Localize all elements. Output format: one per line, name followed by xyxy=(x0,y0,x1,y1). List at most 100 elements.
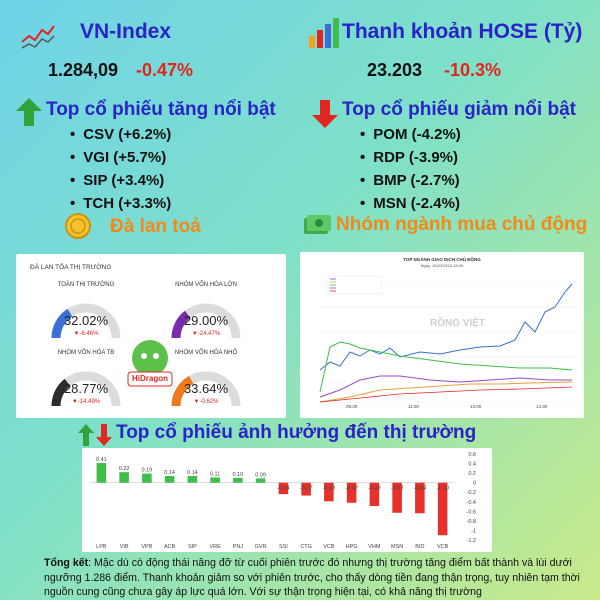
bar xyxy=(324,482,334,502)
sector-x-tick: 14:30 xyxy=(536,404,548,409)
category-label: PNJ xyxy=(233,544,244,550)
bar-value-label: -0.42 xyxy=(345,486,358,492)
sector-line-chart xyxy=(319,275,576,403)
bar xyxy=(187,475,198,483)
gauge-change: ▼-0.62% xyxy=(193,399,219,405)
bar-value-label: 0.41 xyxy=(96,457,107,463)
bar-value-label: 0.09 xyxy=(255,472,266,478)
gauge-title: NHÓM VỐN HÓA NHỎ xyxy=(174,350,238,356)
category-label: HPG xyxy=(346,544,358,550)
bar-value-label: -0.64 xyxy=(414,486,427,492)
category-label: VHM xyxy=(368,544,381,550)
loser-item: MSN (-2.4%) xyxy=(360,192,461,215)
category-label: CTG xyxy=(300,544,312,550)
liquidity-title: Thanh khoản HOSE (Tỷ) xyxy=(342,20,583,43)
category-label: VIB xyxy=(120,544,129,550)
gauge: NHÓM VỐN HÓA TB 28.77% ▼-14.49% xyxy=(40,350,132,412)
bar-value-label: 0.11 xyxy=(210,471,220,477)
y-tick-label: -0.4 xyxy=(467,500,476,506)
gauge-value: 28.77% xyxy=(63,381,109,396)
bar xyxy=(233,477,243,483)
bar xyxy=(346,482,357,503)
summary-text: : Mặc dù có động thái nâng đỡ từ cuối ph… xyxy=(44,557,580,598)
category-label: SSI xyxy=(279,544,288,550)
gauge-title: TOÀN THỊ TRƯỜNG xyxy=(57,282,115,288)
bar xyxy=(119,472,129,483)
sector-x-tick: 13:00 xyxy=(470,404,482,409)
bar xyxy=(369,482,380,507)
bar-value-label: 0.10 xyxy=(233,472,244,478)
gauge-arc xyxy=(51,371,121,407)
bar-value-label: -0.39 xyxy=(323,486,336,492)
gauge-arc xyxy=(171,303,241,339)
liquidity-value: 23.203 xyxy=(367,60,423,80)
bar xyxy=(164,475,175,483)
arrow-down-icon xyxy=(312,100,338,128)
category-label: MSN xyxy=(391,544,403,550)
y-tick-label: -0.8 xyxy=(467,519,476,525)
money-icon xyxy=(302,210,332,240)
bar-value-label: 0.14 xyxy=(164,470,175,476)
y-tick-label: 0.2 xyxy=(468,471,476,477)
bar xyxy=(278,482,289,495)
bar xyxy=(96,463,107,483)
hidragon-label: HiDragon xyxy=(132,374,168,383)
gainers-list: CSV (+6.2%) VGI (+5.7%) SIP (+3.4%) TCH … xyxy=(70,123,171,215)
gauge-change: ▼-14.49% xyxy=(71,399,101,405)
bar-value-label: -0.27 xyxy=(300,486,313,492)
spread-title: Đà lan toả xyxy=(110,216,201,237)
spread-panel-title: ĐÀ LAN TỎA THỊ TRƯỜNG xyxy=(30,264,112,271)
summary: Tổng kết: Mặc dù có động thái nâng đỡ từ… xyxy=(44,556,584,600)
gauge-value: 29.00% xyxy=(183,313,229,328)
bar xyxy=(301,482,311,496)
loser-item: POM (-4.2%) xyxy=(360,123,461,146)
bar-value-label: 0.22 xyxy=(119,466,130,472)
loser-item: BMP (-2.7%) xyxy=(360,169,461,192)
gainer-item: CSV (+6.2%) xyxy=(70,123,171,146)
category-label: VPB xyxy=(141,544,152,550)
impact-bar-chart: 0.41 LPB 0.22 VIB 0.19 VPB 0.14 ACB 0.14 SIP 0.11 V… xyxy=(90,452,476,550)
gauge-value: 32.02% xyxy=(63,313,109,328)
impact-title: Top cổ phiếu ảnh hưởng đến thị trường xyxy=(116,422,477,443)
bar-value-label: -0.24 xyxy=(277,486,290,492)
vnindex-value: 1.284,09 xyxy=(48,60,119,80)
gauge-change: ▼-6.46% xyxy=(73,331,99,337)
gauge-fill xyxy=(171,375,194,407)
vnindex-title: VN-Index xyxy=(80,20,172,43)
sector-title: Nhóm ngành mua chủ động xyxy=(336,214,588,235)
category-label: VCB xyxy=(437,544,449,550)
gauge: NHÓM VỐN HÓA NHỎ 33.64% ▼-0.62% xyxy=(160,350,252,412)
category-label: VCB xyxy=(323,544,335,550)
gauge-fill xyxy=(51,308,73,339)
losers-title: Top cổ phiếu giảm nổi bật xyxy=(342,99,576,120)
bar xyxy=(415,482,425,514)
y-tick-label: 0.6 xyxy=(468,452,476,458)
category-label: GVR xyxy=(255,544,267,550)
vnindex-icon xyxy=(20,22,56,52)
gauge-arc xyxy=(171,371,241,407)
gauge: NHÓM VỐN HÓA LỚN 29.00% ▼-24.47% xyxy=(160,282,252,344)
gainer-item: TCH (+3.3%) xyxy=(70,192,171,215)
gauge-value: 33.64% xyxy=(183,381,229,396)
bar xyxy=(210,477,220,483)
hidragon-badge: HiDragon xyxy=(122,336,178,390)
gainers-title: Top cổ phiếu tăng nổi bật xyxy=(46,99,276,120)
gauge: TOÀN THỊ TRƯỜNG 32.02% ▼-6.46% xyxy=(40,282,132,344)
y-tick-label: -0.2 xyxy=(467,490,476,496)
category-label: ACB xyxy=(164,544,176,550)
y-tick-label: 0 xyxy=(473,481,476,487)
sector-chart-subtitle: Ngày: 26/03/2024 15:26 xyxy=(420,263,464,268)
vnindex-change: -0.47% xyxy=(136,60,194,80)
sector-chart-title: TOP NGÀNH GIAO DỊCH CHỦ ĐỘNG xyxy=(403,257,481,262)
sector-x-tick: 11:00 xyxy=(408,404,419,409)
bar-value-label: -0.63 xyxy=(391,486,404,492)
up-down-arrows-icon xyxy=(78,424,112,446)
category-label: VRE xyxy=(209,544,221,550)
loser-item: RDP (-3.9%) xyxy=(360,146,461,169)
sector-x-tick: 09:30 xyxy=(346,404,358,409)
y-tick-label: -0.6 xyxy=(467,509,476,515)
bar xyxy=(255,478,266,483)
bar-chart-icon xyxy=(306,14,342,50)
bar xyxy=(392,482,402,513)
coin-icon xyxy=(64,212,92,240)
